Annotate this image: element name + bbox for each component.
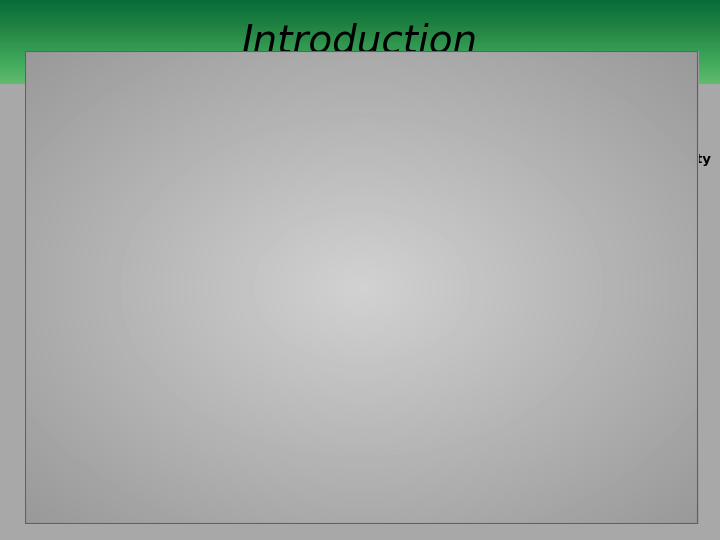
Text: $\Rightarrow$: $\Rightarrow$ [174,491,193,509]
Text: ← Fourier transform →: ← Fourier transform → [279,153,444,166]
Text: Charge (nuclear) density: Charge (nuclear) density [525,153,711,166]
Text: additional satellite spots: additional satellite spots [72,361,243,375]
Text: translation symmetry in: translation symmetry in [443,361,603,374]
Text: Generalization to 3d: Generalization to 3d [268,100,452,114]
Text: Diffraction pattern: Diffraction pattern [72,153,213,166]
Text: 3d lattice: 3d lattice [72,215,138,229]
Text: $\mathbf{h} = \sum_{i=1}^{3} h_i \mathbf{a}_i^*$: $\mathbf{h} = \sum_{i=1}^{3} h_i \mathbf… [52,265,168,328]
Text: $\rho(\mathbf{r}) = \rho\!\left(\mathbf{r} + \sum_{i=1}^{3} n_i \mathbf{a}_i\rig: $\rho(\mathbf{r}) = \rho\!\left(\mathbf{… [429,280,617,337]
Text: $\tilde{\rho}(\mathbf{r}) = \tilde{\rho}\!\left(\mathbf{r} + \sum_{i=1}^{3+d} n_: $\tilde{\rho}(\mathbf{r}) = \tilde{\rho}… [429,428,624,485]
Text: (3+d) dimensional space: (3+d) dimensional space [443,392,609,404]
Text: Description in 3+d dimensional superspace: Description in 3+d dimensional superspac… [214,493,558,508]
Text: translation symmetry in: translation symmetry in [443,207,603,220]
Text: Introduction: Introduction [242,23,478,61]
Text: $\mathbf{h} = \sum_{i=1}^{3+d} h_i \mathbf{A}_i^*$: $\mathbf{h} = \sum_{i=1}^{3+d} h_i \math… [52,401,175,464]
Text: 3 dimensional space: 3 dimensional space [443,239,580,252]
